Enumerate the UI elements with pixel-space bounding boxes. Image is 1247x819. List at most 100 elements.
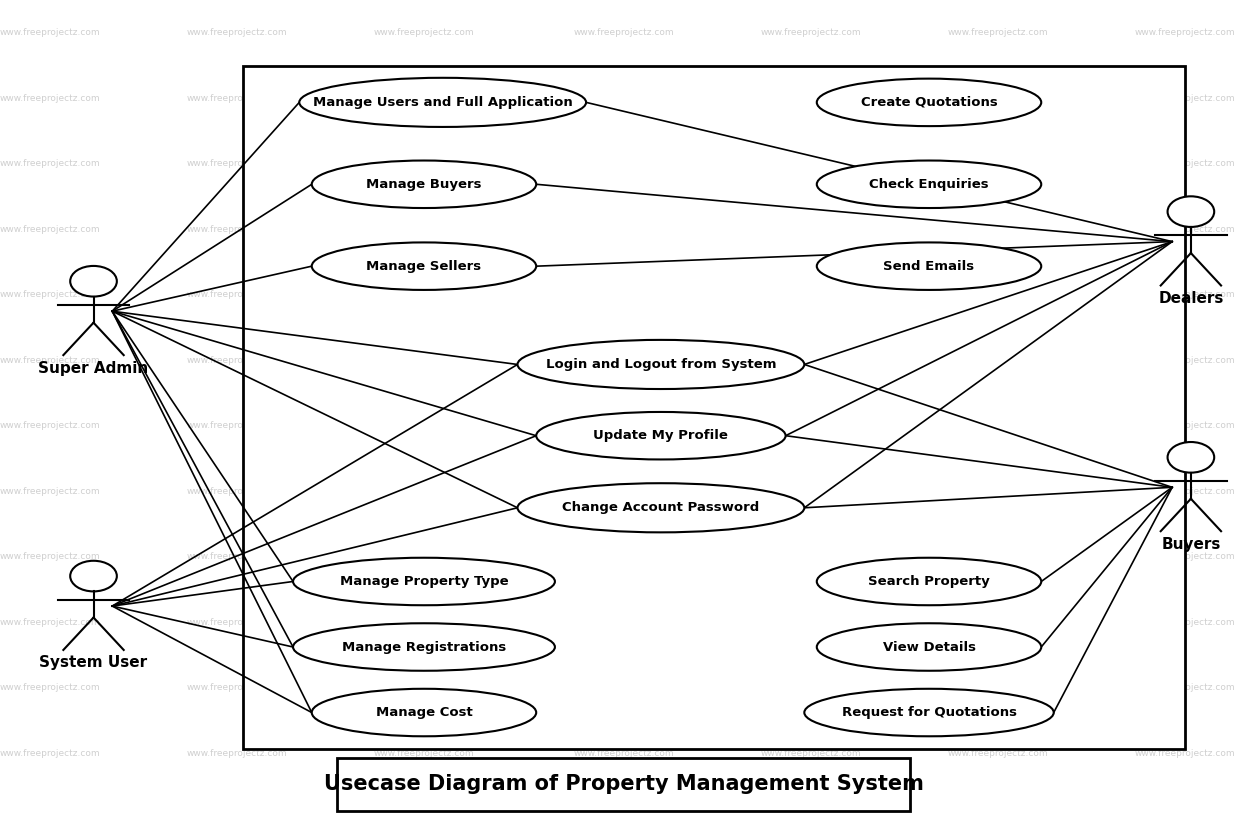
Text: www.freeprojectz.com: www.freeprojectz.com	[0, 356, 100, 364]
Text: www.freeprojectz.com: www.freeprojectz.com	[761, 94, 860, 102]
Ellipse shape	[804, 689, 1054, 736]
Ellipse shape	[293, 623, 555, 671]
Text: Usecase Diagram of Property Management System: Usecase Diagram of Property Management S…	[323, 774, 924, 794]
Text: www.freeprojectz.com: www.freeprojectz.com	[574, 422, 673, 430]
Bar	[243, 66, 1185, 749]
Ellipse shape	[518, 340, 804, 389]
Text: Send Emails: Send Emails	[883, 260, 975, 273]
Text: Manage Users and Full Application: Manage Users and Full Application	[313, 96, 572, 109]
Ellipse shape	[536, 412, 786, 459]
Text: www.freeprojectz.com: www.freeprojectz.com	[187, 160, 287, 168]
Text: Check Enquiries: Check Enquiries	[869, 178, 989, 191]
Text: www.freeprojectz.com: www.freeprojectz.com	[0, 160, 100, 168]
Text: www.freeprojectz.com: www.freeprojectz.com	[187, 291, 287, 299]
Text: www.freeprojectz.com: www.freeprojectz.com	[761, 225, 860, 233]
Text: www.freeprojectz.com: www.freeprojectz.com	[574, 553, 673, 561]
Text: www.freeprojectz.com: www.freeprojectz.com	[374, 684, 474, 692]
Ellipse shape	[817, 242, 1041, 290]
Text: www.freeprojectz.com: www.freeprojectz.com	[374, 749, 474, 758]
Text: www.freeprojectz.com: www.freeprojectz.com	[761, 618, 860, 627]
Text: www.freeprojectz.com: www.freeprojectz.com	[0, 29, 100, 37]
Text: www.freeprojectz.com: www.freeprojectz.com	[0, 553, 100, 561]
Text: www.freeprojectz.com: www.freeprojectz.com	[761, 553, 860, 561]
Text: www.freeprojectz.com: www.freeprojectz.com	[187, 553, 287, 561]
Text: www.freeprojectz.com: www.freeprojectz.com	[187, 422, 287, 430]
Text: www.freeprojectz.com: www.freeprojectz.com	[374, 94, 474, 102]
Ellipse shape	[312, 242, 536, 290]
Text: Manage Buyers: Manage Buyers	[367, 178, 481, 191]
Text: www.freeprojectz.com: www.freeprojectz.com	[761, 749, 860, 758]
Text: www.freeprojectz.com: www.freeprojectz.com	[761, 487, 860, 495]
Text: Update My Profile: Update My Profile	[594, 429, 728, 442]
Text: www.freeprojectz.com: www.freeprojectz.com	[948, 749, 1047, 758]
Text: www.freeprojectz.com: www.freeprojectz.com	[948, 29, 1047, 37]
Text: Request for Quotations: Request for Quotations	[842, 706, 1016, 719]
Text: www.freeprojectz.com: www.freeprojectz.com	[0, 749, 100, 758]
Text: System User: System User	[40, 655, 147, 671]
Text: www.freeprojectz.com: www.freeprojectz.com	[374, 29, 474, 37]
Circle shape	[70, 561, 117, 591]
Text: www.freeprojectz.com: www.freeprojectz.com	[1135, 160, 1235, 168]
Text: www.freeprojectz.com: www.freeprojectz.com	[1135, 749, 1235, 758]
Text: www.freeprojectz.com: www.freeprojectz.com	[761, 29, 860, 37]
Text: www.freeprojectz.com: www.freeprojectz.com	[1135, 553, 1235, 561]
Text: www.freeprojectz.com: www.freeprojectz.com	[948, 618, 1047, 627]
Ellipse shape	[817, 558, 1041, 605]
Text: www.freeprojectz.com: www.freeprojectz.com	[948, 487, 1047, 495]
Text: www.freeprojectz.com: www.freeprojectz.com	[0, 291, 100, 299]
Text: Change Account Password: Change Account Password	[562, 501, 759, 514]
Text: www.freeprojectz.com: www.freeprojectz.com	[374, 225, 474, 233]
Text: www.freeprojectz.com: www.freeprojectz.com	[948, 684, 1047, 692]
Text: www.freeprojectz.com: www.freeprojectz.com	[948, 94, 1047, 102]
Ellipse shape	[817, 79, 1041, 126]
Text: Manage Property Type: Manage Property Type	[339, 575, 509, 588]
Text: www.freeprojectz.com: www.freeprojectz.com	[1135, 356, 1235, 364]
Text: www.freeprojectz.com: www.freeprojectz.com	[0, 618, 100, 627]
Ellipse shape	[817, 161, 1041, 208]
Text: www.freeprojectz.com: www.freeprojectz.com	[374, 356, 474, 364]
Text: www.freeprojectz.com: www.freeprojectz.com	[0, 225, 100, 233]
Text: www.freeprojectz.com: www.freeprojectz.com	[574, 487, 673, 495]
Text: www.freeprojectz.com: www.freeprojectz.com	[948, 160, 1047, 168]
Text: www.freeprojectz.com: www.freeprojectz.com	[1135, 487, 1235, 495]
Text: www.freeprojectz.com: www.freeprojectz.com	[574, 356, 673, 364]
Text: Manage Sellers: Manage Sellers	[367, 260, 481, 273]
Ellipse shape	[312, 689, 536, 736]
Text: www.freeprojectz.com: www.freeprojectz.com	[374, 160, 474, 168]
Text: www.freeprojectz.com: www.freeprojectz.com	[0, 487, 100, 495]
Text: www.freeprojectz.com: www.freeprojectz.com	[187, 487, 287, 495]
Text: www.freeprojectz.com: www.freeprojectz.com	[1135, 291, 1235, 299]
Circle shape	[1167, 197, 1215, 227]
Text: www.freeprojectz.com: www.freeprojectz.com	[374, 291, 474, 299]
Text: www.freeprojectz.com: www.freeprojectz.com	[761, 291, 860, 299]
Text: www.freeprojectz.com: www.freeprojectz.com	[948, 553, 1047, 561]
Text: Buyers: Buyers	[1161, 536, 1221, 552]
Text: www.freeprojectz.com: www.freeprojectz.com	[948, 422, 1047, 430]
Text: www.freeprojectz.com: www.freeprojectz.com	[187, 618, 287, 627]
Ellipse shape	[312, 161, 536, 208]
Text: www.freeprojectz.com: www.freeprojectz.com	[187, 356, 287, 364]
Text: www.freeprojectz.com: www.freeprojectz.com	[948, 291, 1047, 299]
Text: Create Quotations: Create Quotations	[860, 96, 998, 109]
Text: www.freeprojectz.com: www.freeprojectz.com	[574, 291, 673, 299]
Text: www.freeprojectz.com: www.freeprojectz.com	[374, 487, 474, 495]
Bar	[337, 758, 910, 811]
Text: www.freeprojectz.com: www.freeprojectz.com	[374, 553, 474, 561]
Text: www.freeprojectz.com: www.freeprojectz.com	[1135, 618, 1235, 627]
Text: www.freeprojectz.com: www.freeprojectz.com	[187, 29, 287, 37]
Text: www.freeprojectz.com: www.freeprojectz.com	[574, 749, 673, 758]
Text: www.freeprojectz.com: www.freeprojectz.com	[187, 684, 287, 692]
Text: www.freeprojectz.com: www.freeprojectz.com	[574, 29, 673, 37]
Text: www.freeprojectz.com: www.freeprojectz.com	[374, 422, 474, 430]
Text: www.freeprojectz.com: www.freeprojectz.com	[187, 749, 287, 758]
Text: www.freeprojectz.com: www.freeprojectz.com	[574, 684, 673, 692]
Ellipse shape	[293, 558, 555, 605]
Text: www.freeprojectz.com: www.freeprojectz.com	[1135, 29, 1235, 37]
Text: www.freeprojectz.com: www.freeprojectz.com	[0, 422, 100, 430]
Text: www.freeprojectz.com: www.freeprojectz.com	[574, 94, 673, 102]
Text: Manage Registrations: Manage Registrations	[342, 640, 506, 654]
Text: View Details: View Details	[883, 640, 975, 654]
Text: www.freeprojectz.com: www.freeprojectz.com	[187, 225, 287, 233]
Circle shape	[1167, 442, 1215, 473]
Ellipse shape	[817, 623, 1041, 671]
